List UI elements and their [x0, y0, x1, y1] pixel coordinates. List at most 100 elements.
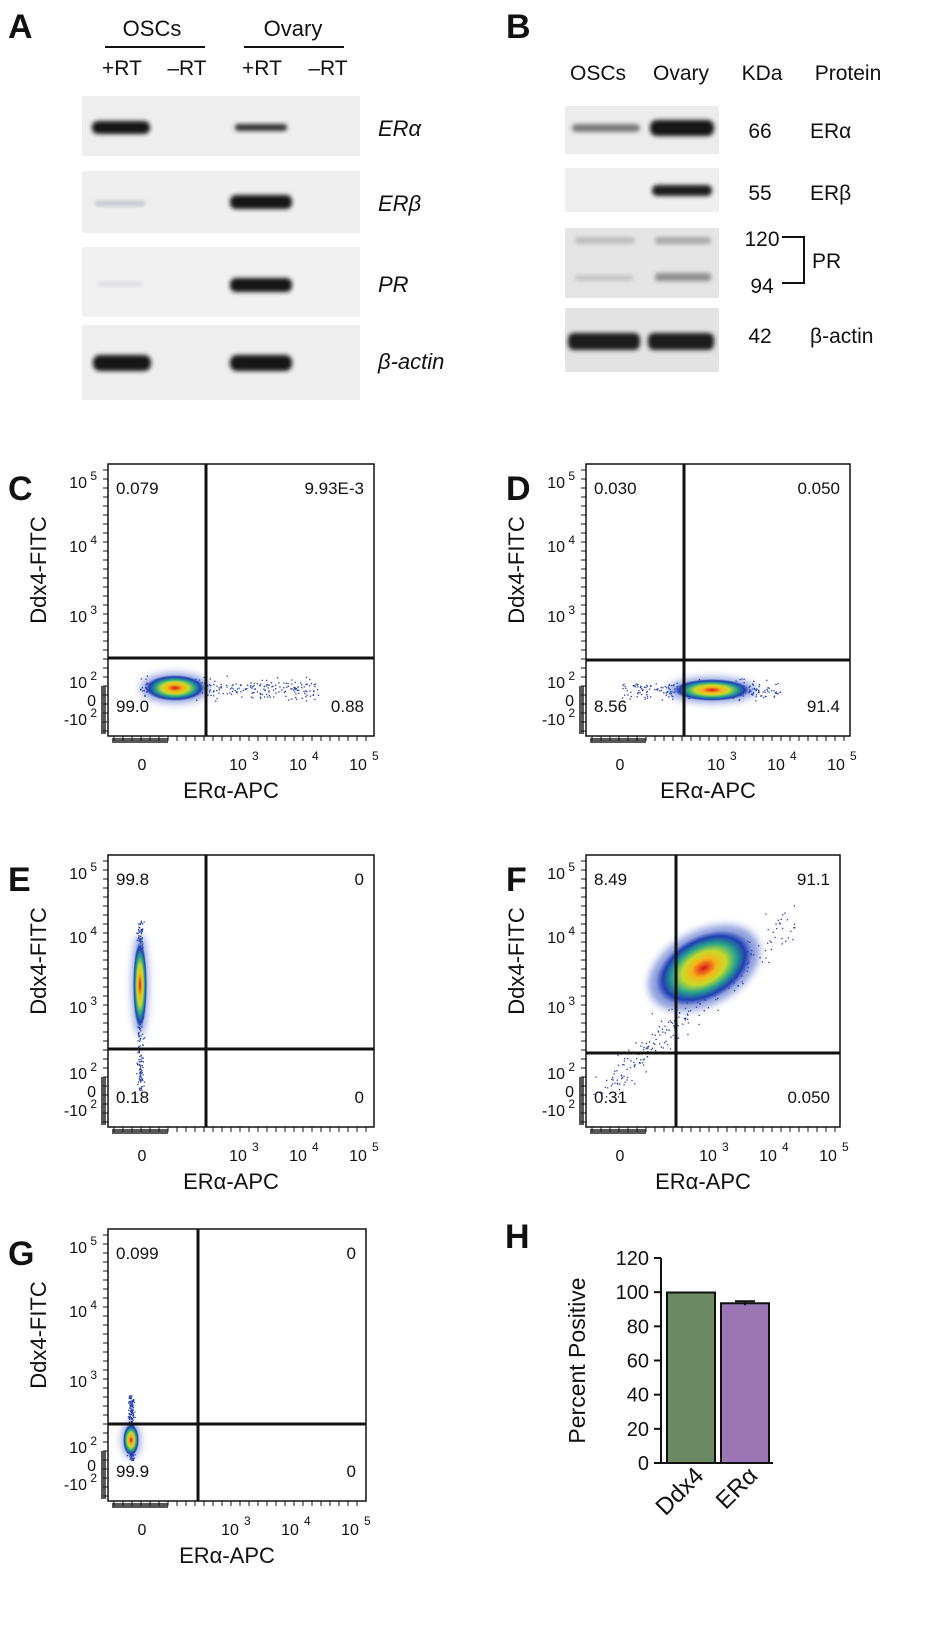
event-dot: [306, 690, 308, 693]
event-dot: [656, 689, 658, 691]
event-dot: [703, 1010, 705, 1012]
density-cloud: [123, 1424, 139, 1456]
event-dot: [682, 1023, 684, 1025]
event-dot: [300, 682, 302, 684]
event-dot: [137, 928, 140, 930]
event-dot: [773, 696, 775, 698]
event-dot: [259, 692, 261, 694]
event-dot: [755, 694, 758, 696]
event-dot: [661, 1020, 663, 1022]
event-dot: [313, 684, 315, 686]
event-dot: [142, 1044, 144, 1047]
event-dot: [665, 692, 667, 694]
event-dot: [128, 1409, 130, 1411]
event-dot: [268, 690, 270, 692]
event-dot: [222, 693, 224, 695]
x-tick-label: 0: [616, 757, 625, 774]
x-tick-label: 0: [138, 1148, 147, 1165]
event-dot: [636, 696, 638, 698]
event-dot: [646, 1046, 648, 1048]
event-dot: [141, 1072, 144, 1074]
event-dot: [758, 689, 760, 691]
event-dot: [773, 695, 775, 697]
event-dot: [141, 1057, 143, 1059]
event-dot: [130, 1459, 133, 1461]
event-dot: [213, 690, 215, 692]
x-tick-exponent: 3: [252, 1140, 259, 1154]
event-dot: [606, 1079, 608, 1081]
event-dot: [614, 1082, 616, 1084]
event-dot: [687, 1018, 689, 1020]
event-dot: [650, 1049, 652, 1051]
event-dot: [139, 922, 141, 925]
event-dot: [132, 1409, 134, 1411]
y-dense-ticks: [579, 686, 584, 734]
y-tick-label: 10: [547, 1000, 565, 1017]
y-tick-label: 40: [627, 1385, 649, 1407]
event-dot: [131, 1399, 133, 1401]
event-dot: [770, 948, 772, 951]
y-tick-label: 10: [69, 866, 87, 883]
event-dot: [687, 1033, 689, 1036]
event-dot: [620, 1077, 623, 1080]
event-dot: [717, 1009, 719, 1011]
x-tick-label: 10: [699, 1148, 717, 1165]
event-dot: [129, 1402, 131, 1405]
event-dot: [765, 696, 767, 698]
band-erbeta-oscs: [95, 201, 145, 206]
event-dot: [296, 689, 298, 691]
y-tick-label: 60: [627, 1351, 649, 1373]
event-dot: [305, 700, 308, 702]
event-dot: [215, 700, 217, 702]
event-dot: [268, 694, 270, 697]
event-dot: [623, 1084, 625, 1086]
event-dot: [130, 1401, 132, 1403]
band-erbeta-ovary: [230, 195, 292, 209]
event-dot: [654, 688, 656, 691]
y-tick-exponent: 5: [90, 1234, 97, 1248]
event-dot: [298, 692, 300, 694]
event-dot: [278, 691, 280, 693]
event-dot: [142, 1057, 144, 1059]
event-dot: [646, 694, 648, 696]
event-dot: [238, 687, 240, 689]
quadrant-lr-value: 91.4: [807, 697, 840, 716]
event-dot: [128, 1402, 130, 1404]
event-dot: [138, 1088, 141, 1091]
event-dot: [141, 929, 144, 931]
y-axis-label: Ddx4-FITC: [26, 1281, 51, 1389]
event-dot: [759, 956, 761, 959]
quadrant-ur-value: 9.93E-3: [304, 479, 364, 498]
event-dot: [291, 688, 293, 690]
y-tick-label: -10: [542, 1103, 565, 1120]
event-dot: [265, 685, 267, 687]
event-dot: [210, 685, 212, 687]
event-dot: [655, 683, 657, 685]
event-dot: [781, 927, 784, 930]
quadrant-ul-value: 0.099: [116, 1244, 159, 1263]
event-dot: [764, 949, 767, 952]
event-dot: [295, 693, 297, 695]
event-dot: [758, 685, 760, 688]
event-dot: [793, 927, 795, 929]
event-dot: [661, 699, 663, 701]
event-dot: [234, 690, 236, 692]
event-dot: [283, 682, 285, 684]
event-dot: [232, 688, 234, 690]
event-dot: [263, 696, 266, 698]
event-dot: [767, 942, 769, 944]
event-dot: [313, 691, 315, 693]
event-dot: [760, 695, 762, 697]
event-dot: [141, 1070, 143, 1072]
event-dot: [130, 1413, 132, 1415]
event-dot: [707, 1007, 710, 1009]
event-dot: [667, 1021, 670, 1023]
y-tick-label: 10: [547, 475, 565, 492]
event-dot: [668, 1009, 670, 1011]
event-dot: [260, 697, 262, 699]
y-dense-ticks: [579, 1077, 584, 1125]
event-dot: [134, 1416, 136, 1419]
event-dot: [133, 1457, 135, 1459]
event-dot: [739, 678, 741, 681]
x-axis-label: ERα-APC: [183, 778, 279, 803]
